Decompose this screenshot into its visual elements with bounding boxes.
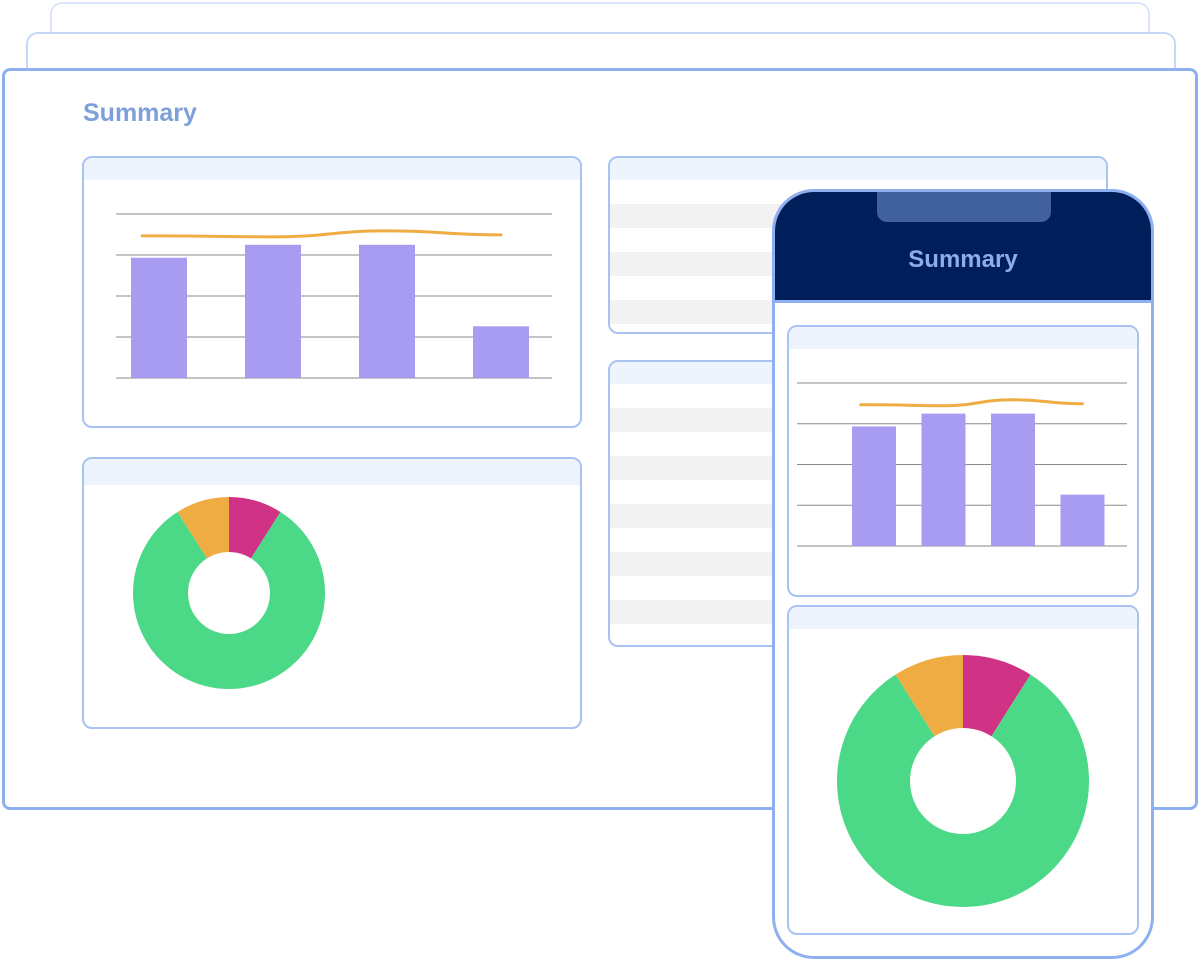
phone-title: Summary (908, 246, 1018, 273)
bar (921, 413, 966, 546)
donut-hole (188, 552, 270, 634)
bar (359, 244, 415, 378)
bar (1060, 494, 1105, 546)
desktop-bar-chart (116, 213, 552, 379)
desktop-donut-panel (82, 457, 582, 729)
trend-line (859, 398, 1084, 408)
donut-hole (910, 728, 1016, 834)
bar (131, 257, 187, 378)
desktop-donut-chart (133, 497, 325, 689)
panel-header (84, 459, 580, 485)
panel-header (789, 607, 1137, 629)
phone-donut-chart (837, 655, 1089, 907)
desktop-bar-chart-panel (82, 156, 582, 428)
phone-bar-chart (797, 382, 1127, 547)
desktop-title: Summary (83, 99, 197, 127)
bar (991, 413, 1035, 546)
bar (852, 426, 896, 546)
phone-donut-panel (787, 605, 1139, 935)
panel-header (789, 327, 1137, 349)
phone-bar-chart-panel (787, 325, 1139, 597)
bar (245, 244, 301, 378)
trend-line (140, 229, 503, 239)
phone-header: Summary (775, 192, 1151, 303)
phone-mockup: Summary (772, 189, 1154, 959)
phone-notch (877, 192, 1051, 222)
table-header (610, 158, 1106, 180)
panel-header (84, 158, 580, 180)
bar (473, 326, 529, 378)
